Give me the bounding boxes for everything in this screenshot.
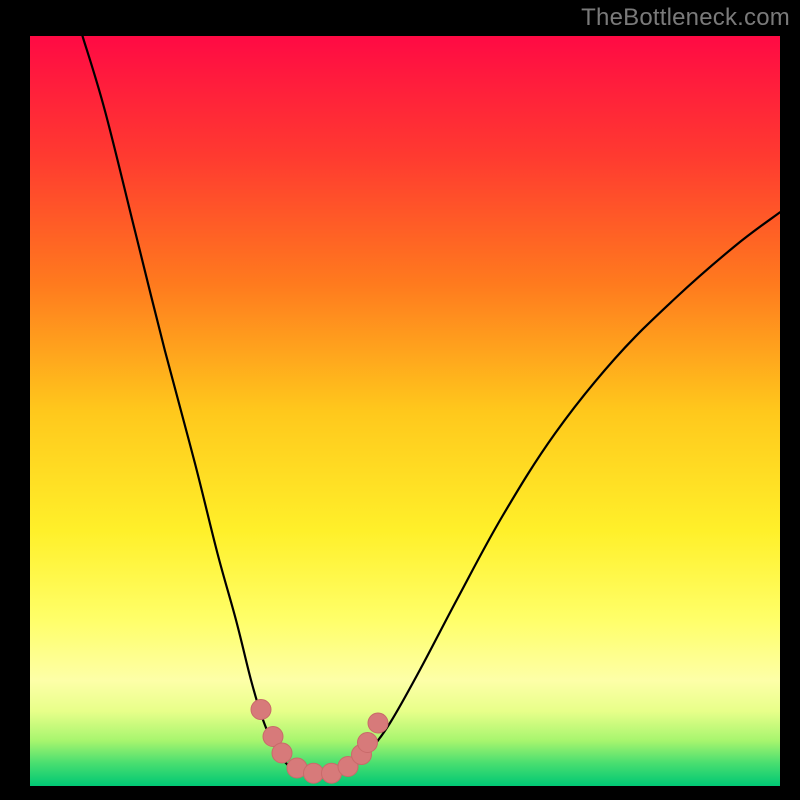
watermark-text: TheBottleneck.com: [581, 4, 790, 32]
data-marker: [358, 733, 378, 753]
data-marker: [272, 743, 292, 763]
chart-plot-area: [30, 36, 780, 786]
data-marker: [304, 763, 324, 783]
chart-background: [30, 36, 780, 786]
data-marker: [251, 700, 271, 720]
data-marker: [368, 713, 388, 733]
outer-frame: TheBottleneck.com: [0, 0, 800, 800]
